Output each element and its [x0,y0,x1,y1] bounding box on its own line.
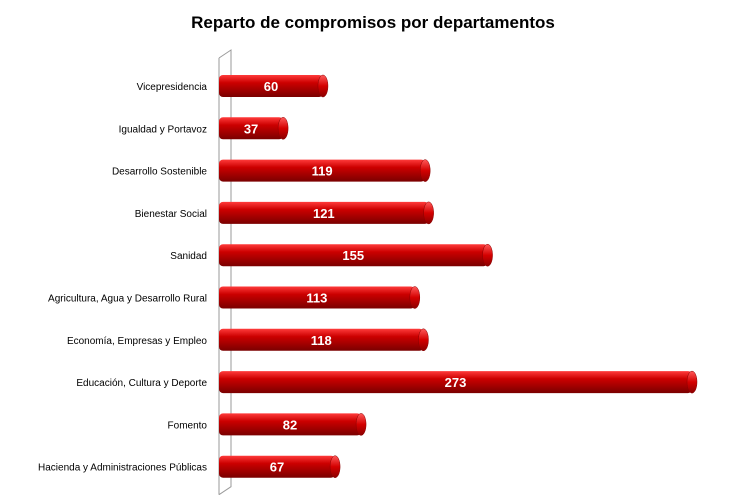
bar-end-cap [329,455,341,478]
axis-wall-line [218,49,232,495]
data-label: 82 [283,417,297,432]
bar-body [219,159,426,182]
bar-body [219,117,284,140]
data-label: 121 [313,206,335,221]
bar-end-cap [686,370,698,394]
labels-group: Vicepresidencia 60 Igualdad y Portavoz 37 De… [38,79,466,475]
bar [219,455,341,478]
data-label: 118 [311,333,332,348]
bar-body [219,286,415,309]
bar-body [219,201,429,224]
bar-end-cap [418,328,429,352]
bar [219,74,329,98]
category-label: Desarrollo Sostenible [112,167,207,178]
bar-body [219,413,362,436]
category-label: Igualdad y Portavoz [119,124,207,135]
bar-body [219,371,692,394]
data-label: 37 [244,121,258,136]
data-label: 273 [445,375,467,390]
bar [219,159,431,182]
bar-body [219,75,323,97]
bar-body [219,455,336,478]
data-label: 119 [312,164,333,179]
category-label: Sanidad [170,251,207,262]
bar [219,413,367,436]
category-label: Bienestar Social [135,209,207,220]
bar-body [219,328,424,351]
bar-end-cap [482,243,493,267]
chart-title: Reparto de compromisos por departamentos [191,13,555,32]
bar-end-cap [419,159,431,182]
bar-body [219,244,488,267]
bar-end-cap [355,413,367,436]
category-label: Economía, Empresas y Empleo [67,336,207,347]
category-label: Agricultura, Agua y Desarrollo Rural [48,294,207,305]
bars-group [219,74,698,478]
bar [219,370,698,394]
bar-end-cap [277,117,289,140]
bar [219,117,289,140]
data-label: 113 [306,291,327,306]
bar-end-cap [409,286,421,309]
category-label: Vicepresidencia [137,82,208,93]
data-label: 67 [270,460,284,475]
bar [219,201,434,225]
bar [219,286,421,309]
bar-end-cap [423,201,434,225]
bar [219,243,493,267]
category-label: Fomento [168,420,208,431]
category-label: Educación, Cultura y Deporte [76,378,207,389]
category-label: Hacienda y Administraciones Públicas [38,463,207,474]
data-label: 155 [342,248,364,263]
data-label: 60 [264,79,278,94]
bar-end-cap [317,74,329,98]
bar [219,328,429,352]
